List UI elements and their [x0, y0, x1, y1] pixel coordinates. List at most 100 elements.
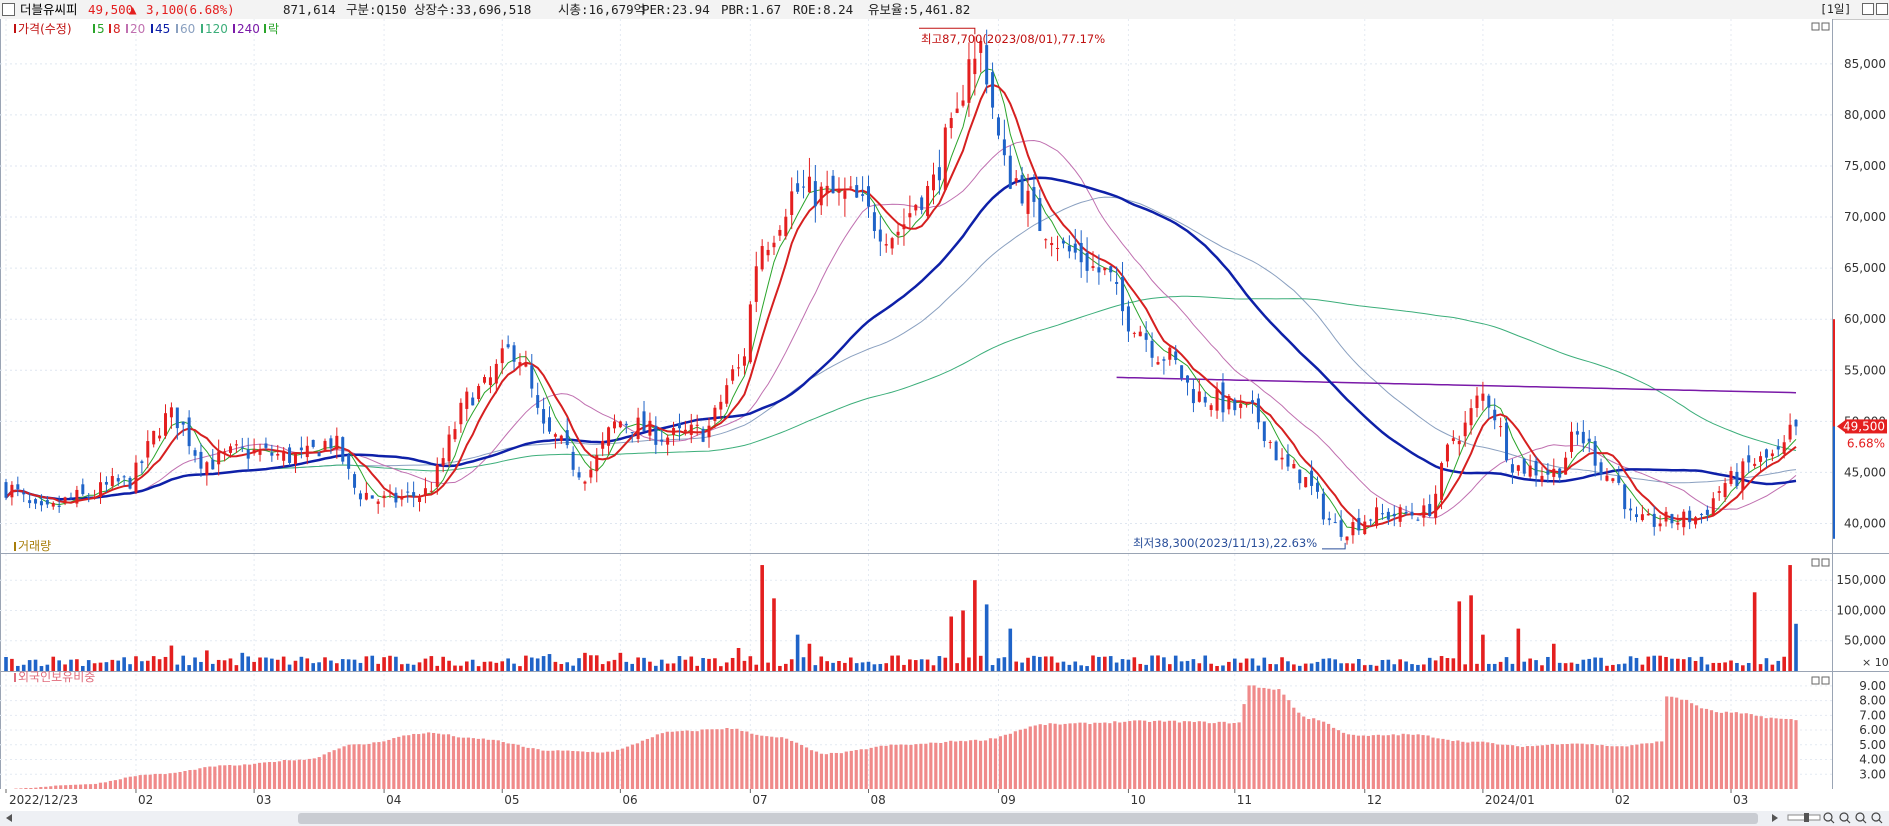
candle-body — [477, 385, 481, 400]
foreign-ownership-bar — [427, 732, 431, 789]
foreign-ownership-bar — [253, 763, 257, 789]
zoom-reset-icon[interactable] — [1823, 812, 1833, 822]
volume-bar — [1250, 658, 1255, 671]
scroll-left-icon[interactable] — [6, 814, 12, 822]
candle-body — [453, 429, 457, 440]
zoom-fit-icon[interactable] — [1839, 812, 1849, 822]
foreign-ownership-bar — [1525, 746, 1530, 789]
date-axis-bg — [0, 789, 1889, 806]
foreign-ownership-bar — [1088, 724, 1092, 789]
volume-bar — [1575, 663, 1580, 671]
volume-close-icon[interactable] — [1821, 558, 1830, 567]
foreign-ownership-bar — [1113, 721, 1117, 789]
foreign-ownership-bar — [635, 743, 640, 789]
foreign-ownership-bar — [740, 731, 744, 789]
scroll-right-icon[interactable] — [1772, 814, 1778, 822]
foreign-ownership-bar — [904, 744, 908, 789]
candle-body — [116, 478, 120, 482]
stock-chart[interactable]: 85,000 80,000 75,000 70,000 65,000 60,000 55,0… — [0, 19, 1889, 826]
volume-bar — [772, 598, 776, 671]
volume-bar — [216, 659, 221, 671]
volume-bar — [624, 661, 629, 671]
zoom-in-icon[interactable] — [1855, 812, 1865, 822]
foreign-ownership-bar — [899, 744, 903, 789]
candle-body — [967, 59, 971, 103]
volume-bar — [453, 665, 457, 671]
foreign-ownership-bar — [83, 784, 88, 789]
foreign-ownership-bar — [1784, 718, 1788, 789]
candle-body — [1239, 403, 1243, 408]
candle-body — [524, 363, 528, 367]
zoom-out-icon[interactable] — [1871, 812, 1881, 822]
volume-bar — [205, 650, 209, 671]
foreign-tick-label: 4.00 — [1859, 753, 1886, 767]
volume-bar — [340, 659, 345, 671]
candle-body — [926, 185, 930, 216]
foreign-ownership-bar — [1724, 711, 1728, 789]
volume-bar — [169, 645, 174, 671]
candle-body — [1121, 276, 1125, 312]
foreign-ownership-bar — [685, 730, 689, 789]
foreign-ownership-bar — [964, 741, 968, 789]
stock-name[interactable]: 더블유씨피 — [20, 2, 78, 17]
volume-bar — [636, 657, 640, 671]
foreign-ownership-bar — [148, 774, 152, 789]
candle-body — [742, 356, 746, 366]
candle-body — [1499, 426, 1503, 428]
volume-bar — [1049, 656, 1054, 671]
foreign-close-icon[interactable] — [1821, 676, 1830, 685]
foreign-ownership-bar — [158, 773, 162, 789]
zoom-in-icon-handle — [1862, 819, 1867, 824]
checkbox-icon[interactable] — [2, 3, 15, 16]
candle-body — [223, 451, 227, 453]
foreign-ownership-bar — [799, 745, 804, 789]
foreign-ownership-bar — [1157, 720, 1162, 789]
window-restore-icon[interactable] — [1862, 3, 1874, 15]
foreign-ownership-bar — [1366, 735, 1370, 789]
window-close-icon[interactable] — [1876, 3, 1888, 15]
candle-body — [63, 497, 67, 503]
volume-bar — [778, 665, 782, 671]
foreign-ownership-bar — [1506, 744, 1510, 789]
foreign-minimize-icon[interactable] — [1811, 676, 1820, 685]
stock-info-header: 더블유씨피 49,500 ▲ 3,100 (6.68%) 871,614 구분:… — [0, 0, 1889, 20]
foreign-ownership-bar — [1729, 712, 1733, 789]
candle-body — [1747, 455, 1751, 463]
volume-bar — [75, 659, 79, 671]
candle-body — [1050, 243, 1054, 246]
candle-body — [1682, 511, 1686, 528]
volume-bar — [352, 659, 357, 671]
legend-ex-rights: 락 — [268, 22, 279, 36]
volume-bar — [1646, 656, 1651, 671]
candle-body — [612, 421, 616, 429]
volume-bar — [175, 664, 180, 671]
candle-body — [896, 231, 900, 236]
candle-body — [1640, 514, 1644, 521]
period-button[interactable]: [1일] — [1820, 2, 1852, 16]
price-minimize-icon[interactable] — [1811, 22, 1820, 31]
candle-body — [181, 421, 185, 425]
volume-bar — [435, 665, 440, 671]
candle-body — [784, 216, 788, 237]
foreign-ownership-bar — [417, 734, 421, 789]
foreign-ownership-bar — [834, 752, 838, 789]
foreign-ownership-bar — [1143, 720, 1147, 789]
foreign-ownership-bar — [238, 765, 242, 789]
scrollbar-thumb[interactable] — [298, 813, 1758, 824]
foreign-ownership-bar — [1680, 699, 1684, 789]
candle-body — [412, 492, 416, 497]
volume-bar — [843, 662, 847, 671]
foreign-ownership-bar — [1307, 719, 1311, 789]
zoom-slider-knob[interactable] — [1804, 813, 1809, 822]
volume-bar — [742, 660, 747, 671]
legend-ma8: 8 — [113, 22, 121, 36]
volume-minimize-icon[interactable] — [1811, 558, 1820, 567]
date-tick-label: 11 — [1237, 793, 1252, 807]
foreign-ownership-bar — [292, 760, 296, 789]
foreign-ownership-bar — [1406, 734, 1410, 789]
price-close-icon[interactable] — [1821, 22, 1830, 31]
foreign-ownership-bar — [1605, 745, 1609, 789]
foreign-ownership-bar — [1501, 744, 1505, 789]
volume-bar — [80, 665, 85, 671]
volume-bar — [1162, 657, 1166, 671]
